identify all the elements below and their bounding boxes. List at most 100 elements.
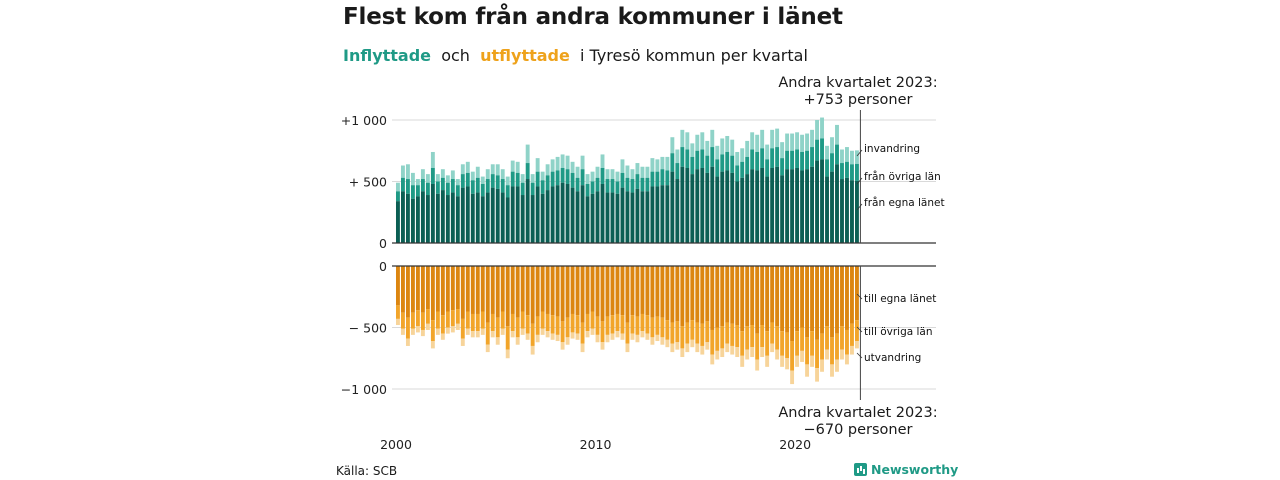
bar-inflow-immigration — [745, 140, 750, 157]
bar-outflow-emigration — [630, 333, 635, 340]
bar-inflow-other-county — [825, 159, 829, 177]
bar-inflow-own-county — [595, 191, 600, 243]
bar-outflow-emigration — [810, 355, 814, 367]
bar-outflow-other-county — [835, 333, 839, 360]
bar-inflow-own-county — [730, 172, 735, 243]
bar-outflow-own-county — [800, 266, 805, 328]
bar-outflow-other-county — [560, 321, 565, 343]
bar-outflow-emigration — [855, 341, 859, 349]
bar-outflow-emigration — [680, 348, 685, 358]
bar-outflow-other-county — [455, 309, 460, 324]
bar-outflow-emigration — [635, 334, 640, 343]
bar-inflow-immigration — [520, 174, 525, 183]
bar-inflow-other-county — [485, 179, 490, 193]
bar-outflow-emigration — [745, 349, 750, 360]
bar-inflow-other-county — [440, 177, 445, 191]
bar-inflow-other-county — [455, 185, 460, 197]
bar-inflow-other-county — [795, 149, 800, 168]
x-tick-label: 2020 — [779, 437, 811, 452]
bar-outflow-own-county — [505, 266, 510, 327]
bar-outflow-other-county — [570, 313, 575, 333]
bar-inflow-own-county — [635, 188, 640, 243]
bar-outflow-own-county — [470, 266, 475, 314]
bar-outflow-other-county — [790, 341, 795, 371]
bar-inflow-other-county — [590, 181, 595, 194]
bar-outflow-own-county — [600, 266, 605, 322]
bar-inflow-immigration — [525, 144, 530, 164]
bar-outflow-emigration — [445, 327, 450, 334]
bar-outflow-emigration — [670, 343, 675, 353]
bar-outflow-own-county — [625, 266, 630, 323]
bar-outflow-own-county — [660, 266, 665, 318]
bar-inflow-immigration — [710, 129, 715, 148]
bar-outflow-emigration — [660, 337, 665, 345]
bar-inflow-other-county — [790, 150, 795, 170]
bar-outflow-emigration — [575, 333, 580, 340]
bar-inflow-own-county — [540, 193, 545, 243]
bar-outflow-emigration — [550, 333, 555, 340]
bar-outflow-emigration — [425, 323, 430, 330]
bar-outflow-emigration — [850, 345, 854, 355]
bar-outflow-emigration — [825, 349, 829, 360]
bar-inflow-other-county — [505, 185, 510, 198]
bar-inflow-other-county — [510, 171, 515, 187]
bar-inflow-immigration — [805, 133, 810, 151]
bar-outflow-other-county — [645, 315, 650, 334]
bar-inflow-immigration — [800, 134, 805, 152]
bar-inflow-own-county — [445, 195, 450, 243]
bar-outflow-own-county — [700, 266, 705, 324]
bar-outflow-other-county — [650, 317, 655, 338]
bar-inflow-other-county — [545, 175, 550, 191]
bar-outflow-other-county — [785, 332, 790, 359]
bar-outflow-own-county — [430, 266, 435, 321]
bar-outflow-other-county — [665, 320, 670, 340]
bar-outflow-own-county — [750, 266, 755, 326]
bar-inflow-own-county — [405, 193, 410, 243]
bar-outflow-other-county — [450, 310, 455, 327]
bar-inflow-own-county — [440, 190, 445, 243]
bar-outflow-emigration — [555, 334, 560, 342]
bar-inflow-immigration — [835, 124, 839, 145]
bar-outflow-emigration — [560, 342, 565, 350]
legend-inflow-label: från övriga län — [864, 170, 941, 183]
bar-inflow-immigration — [545, 164, 550, 176]
bar-inflow-immigration — [410, 172, 415, 186]
bar-inflow-other-county — [675, 163, 680, 180]
bar-outflow-own-county — [540, 266, 545, 312]
bar-inflow-other-county — [705, 155, 710, 173]
bar-outflow-other-county — [725, 322, 730, 344]
legend-inflow-tick — [856, 149, 863, 157]
bar-inflow-own-county — [465, 186, 470, 243]
bar-outflow-emigration — [470, 331, 475, 338]
bar-outflow-emigration — [545, 331, 550, 338]
bar-inflow-own-county — [615, 193, 620, 243]
bar-inflow-other-county — [760, 148, 765, 168]
bar-outflow-emigration — [460, 338, 465, 346]
callout-bottom-line1: Andra kvartalet 2023: — [778, 405, 938, 421]
bar-inflow-own-county — [655, 186, 660, 243]
bar-inflow-other-county — [815, 139, 819, 161]
bar-inflow-other-county — [625, 177, 630, 192]
bar-outflow-other-county — [740, 331, 745, 356]
y-tick-top: + 500 — [349, 175, 387, 190]
bar-outflow-other-county — [600, 321, 605, 343]
bar-inflow-other-county — [480, 183, 485, 197]
bar-outflow-other-county — [695, 322, 700, 344]
bar-outflow-emigration — [500, 328, 505, 335]
bar-outflow-own-county — [790, 266, 795, 342]
bar-outflow-other-county — [720, 326, 725, 349]
bar-inflow-own-county — [665, 185, 670, 243]
bar-outflow-own-county — [570, 266, 575, 314]
legend-outflow-label: till egna länet — [864, 293, 936, 305]
callout-top-line1: Andra kvartalet 2023: — [778, 75, 938, 91]
bar-inflow-other-county — [780, 158, 785, 176]
bar-inflow-other-county — [855, 163, 859, 181]
bar-inflow-other-county — [495, 175, 500, 189]
bar-outflow-emigration — [775, 349, 780, 360]
bar-inflow-own-county — [610, 192, 615, 243]
bar-inflow-other-county — [520, 182, 525, 196]
bar-outflow-other-county — [460, 318, 465, 339]
bar-outflow-other-county — [515, 317, 520, 338]
bar-inflow-other-county — [770, 148, 775, 168]
